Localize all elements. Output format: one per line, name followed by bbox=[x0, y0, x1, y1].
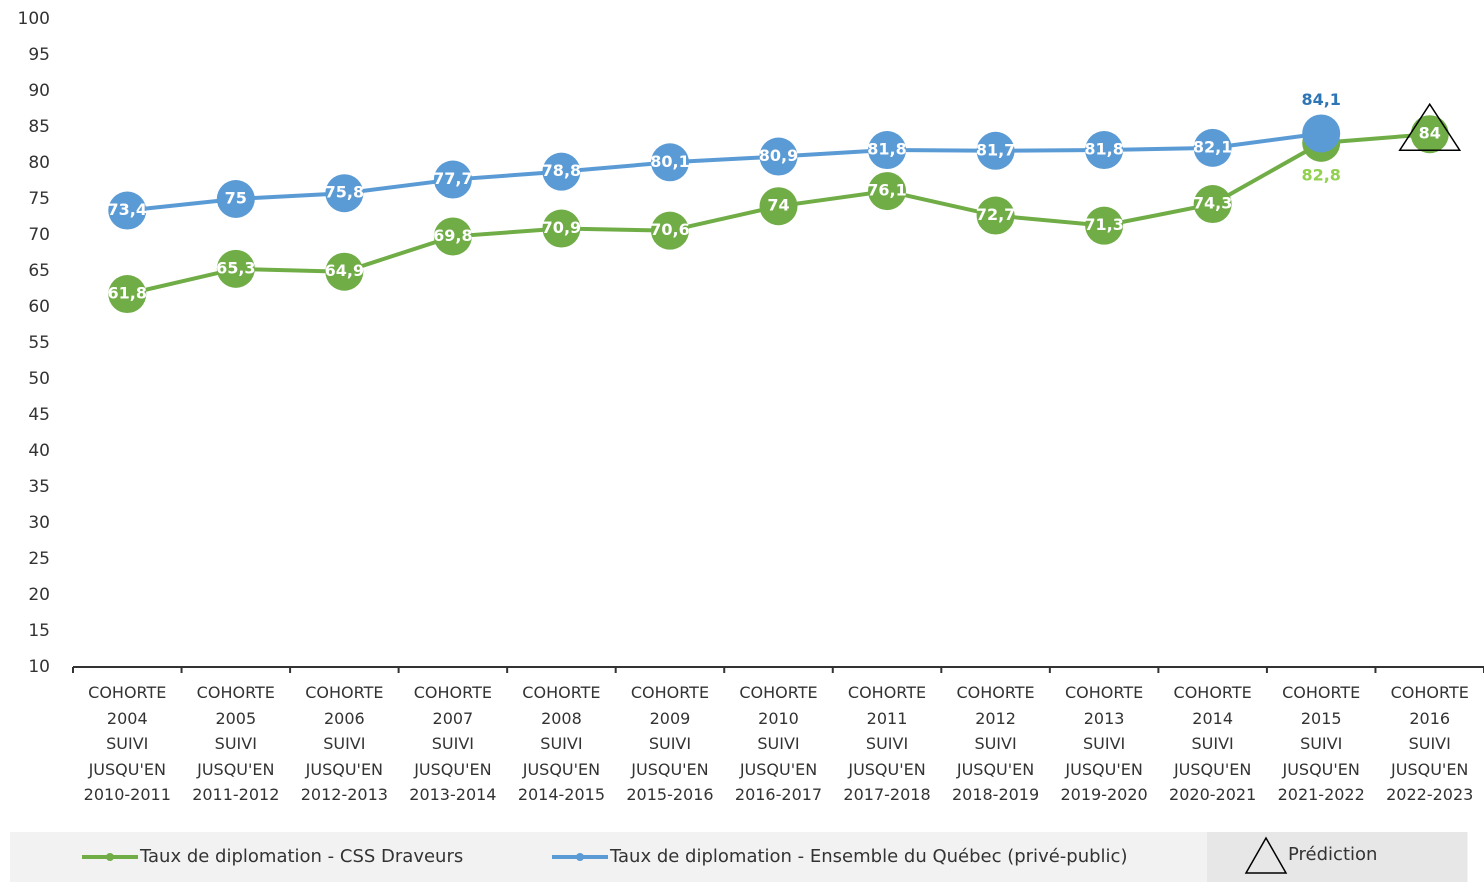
value-label: 70,9 bbox=[542, 218, 581, 237]
data-point bbox=[325, 174, 364, 213]
y-tick-label: 95 bbox=[28, 45, 50, 65]
x-tick-label: COHORTE 2015 SUIVI JUSQU'EN 2021-2022 bbox=[1277, 683, 1365, 804]
x-tick-label: COHORTE 2008 SUIVI JUSQU'EN 2014-2015 bbox=[517, 683, 606, 804]
x-tick-label: COHORTE 2012 SUIVI JUSQU'EN 2018-2019 bbox=[951, 683, 1040, 804]
x-tick-label: COHORTE 2004 SUIVI JUSQU'EN 2010-2011 bbox=[83, 683, 171, 804]
value-label: 80,1 bbox=[650, 152, 689, 171]
y-tick-label: 40 bbox=[28, 441, 50, 461]
data-point bbox=[976, 196, 1015, 235]
data-point bbox=[759, 187, 798, 226]
x-tick-label: COHORTE 2010 SUIVI JUSQU'EN 2016-2017 bbox=[734, 683, 823, 804]
value-label: 84 bbox=[1419, 124, 1441, 143]
x-tick-label: COHORTE 2011 SUIVI JUSQU'EN 2017-2018 bbox=[843, 683, 931, 804]
value-label: 65,3 bbox=[216, 258, 255, 277]
x-tick-label: COHORTE 2016 SUIVI JUSQU'EN 2022-2023 bbox=[1386, 683, 1474, 804]
y-tick-label: 10 bbox=[28, 657, 50, 677]
value-label: 72,7 bbox=[976, 205, 1015, 224]
y-tick-label: 85 bbox=[28, 117, 50, 137]
value-label: 82,8 bbox=[1301, 165, 1340, 184]
y-tick-label: 70 bbox=[28, 225, 50, 245]
value-label: 81,8 bbox=[867, 140, 906, 159]
value-label: 70,6 bbox=[650, 220, 689, 239]
y-tick-label: 60 bbox=[28, 297, 50, 317]
value-label: 77,7 bbox=[433, 169, 472, 188]
data-point bbox=[433, 217, 472, 256]
legend-label: Taux de diplomation - Ensemble du Québec… bbox=[609, 846, 1127, 867]
data-point bbox=[542, 209, 581, 248]
y-tick-label: 80 bbox=[28, 153, 50, 173]
value-label: 74,3 bbox=[1193, 194, 1232, 213]
data-point bbox=[759, 137, 798, 176]
value-label: 74 bbox=[767, 196, 789, 215]
data-point bbox=[1193, 128, 1232, 167]
data-point bbox=[1302, 114, 1341, 153]
prediction-marker bbox=[1398, 102, 1462, 151]
value-label: 75,8 bbox=[325, 183, 364, 202]
legend-label: Taux de diplomation - CSS Draveurs bbox=[139, 846, 463, 867]
y-tick-label: 35 bbox=[28, 477, 50, 497]
x-tick-label: COHORTE 2014 SUIVI JUSQU'EN 2020-2021 bbox=[1169, 683, 1257, 804]
legend-dot bbox=[106, 853, 114, 861]
legend-dot bbox=[576, 853, 584, 861]
value-label: 69,8 bbox=[433, 226, 472, 245]
y-tick-label: 55 bbox=[28, 333, 50, 353]
y-tick-label: 90 bbox=[28, 81, 50, 101]
y-tick-label: 20 bbox=[28, 585, 50, 605]
data-point bbox=[650, 143, 689, 182]
data-point bbox=[325, 252, 364, 291]
y-tick-label: 65 bbox=[28, 261, 50, 281]
legend-prediction-icon bbox=[1244, 836, 1288, 874]
value-label: 71,3 bbox=[1084, 215, 1123, 234]
data-point bbox=[216, 180, 255, 218]
x-tick-label: COHORTE 2013 SUIVI JUSQU'EN 2019-2020 bbox=[1060, 683, 1148, 804]
data-point bbox=[108, 191, 147, 230]
data-point bbox=[216, 249, 255, 288]
data-point bbox=[1193, 185, 1232, 224]
data-point bbox=[108, 275, 147, 314]
data-point bbox=[868, 172, 907, 211]
y-tick-label: 50 bbox=[28, 369, 50, 389]
x-tick-label: COHORTE 2006 SUIVI JUSQU'EN 2012-2013 bbox=[300, 683, 388, 804]
data-point bbox=[542, 152, 581, 191]
data-point bbox=[433, 160, 472, 199]
data-point bbox=[976, 131, 1015, 170]
y-tick-label: 100 bbox=[18, 9, 50, 29]
x-tick-label: COHORTE 2005 SUIVI JUSQU'EN 2011-2012 bbox=[192, 683, 280, 804]
value-label: 81,8 bbox=[1084, 140, 1123, 159]
legend-label: Prédiction bbox=[1288, 844, 1377, 865]
value-label: 80,9 bbox=[759, 146, 798, 165]
x-tick-label: COHORTE 2007 SUIVI JUSQU'EN 2013-2014 bbox=[409, 683, 497, 804]
series-line bbox=[127, 131, 1322, 213]
value-label: 73,4 bbox=[108, 200, 147, 219]
value-label: 81,7 bbox=[976, 140, 1015, 159]
data-point bbox=[868, 131, 907, 170]
y-tick-label: 45 bbox=[28, 405, 50, 425]
value-label: 64,9 bbox=[325, 261, 364, 280]
y-tick-label: 75 bbox=[28, 189, 50, 209]
data-point bbox=[1085, 131, 1124, 170]
data-point bbox=[1410, 115, 1449, 154]
value-label: 75 bbox=[225, 189, 247, 208]
data-point bbox=[650, 211, 689, 250]
y-tick-label: 25 bbox=[28, 549, 50, 569]
y-tick-label: 15 bbox=[28, 621, 50, 641]
data-point bbox=[1085, 206, 1124, 245]
y-tick-label: 30 bbox=[28, 513, 50, 533]
value-label: 84,1 bbox=[1301, 90, 1340, 109]
value-label: 78,8 bbox=[542, 161, 581, 180]
value-label: 82,1 bbox=[1193, 137, 1232, 156]
value-label: 76,1 bbox=[867, 181, 906, 200]
x-tick-label: COHORTE 2009 SUIVI JUSQU'EN 2015-2016 bbox=[626, 683, 714, 804]
value-label: 61,8 bbox=[108, 284, 147, 303]
